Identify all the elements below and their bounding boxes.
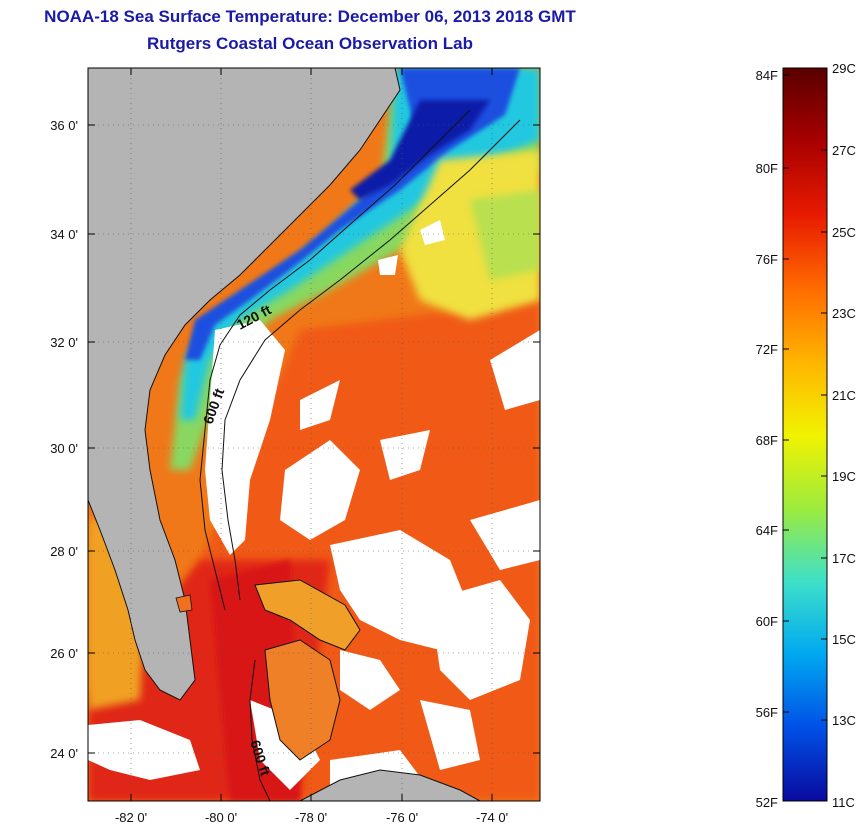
graticule [88,68,540,801]
lat-label: 26 0' [50,646,78,661]
little-bahama-bank [254,579,361,651]
contour-600ft-north [221,119,521,601]
lon-label: -82 0' [115,810,147,825]
colorbar-ticks [783,74,827,721]
tick-marks [88,68,540,801]
lat-label: 28 0' [50,544,78,559]
lon-label: -78 0' [295,810,327,825]
map-image [88,68,540,801]
map-title: NOAA-18 Sea Surface Temperature: Decembe… [44,7,576,26]
contour-600ft-south [249,659,271,801]
colorbar-label-c: 13C [832,713,856,728]
colorbar-label-f: 56F [756,705,778,720]
colorbar-label-c: 17C [832,551,856,566]
lat-label: 36 0' [50,118,78,133]
lon-label: -74 0' [476,810,508,825]
map-frame [87,67,541,802]
colorbar-label-c: 23C [832,306,856,321]
contour-120ft [199,109,471,611]
lat-label: 32 0' [50,335,78,350]
great-bahama-bank [264,639,341,761]
colorbar-label-f: 64F [756,523,778,538]
colorbar-label-c: 15C [832,632,856,647]
lake-okeechobee [175,594,193,613]
lat-label: 30 0' [50,441,78,456]
colorbar-label-f: 52F [756,795,778,810]
colorbar-label-f: 76F [756,252,778,267]
cuba-coast [299,769,481,801]
colorbar: 84F 80F 76F 72F 68F 64F 60F 56F 52F 29C … [756,61,856,810]
lat-label: 24 0' [50,746,78,761]
colorbar-label-c: 11C [832,795,855,810]
colorbar-gradient [782,67,828,802]
colorbar-label-c: 19C [832,469,856,484]
colorbar-label-c: 27C [832,143,856,158]
lon-label: -76 0' [386,810,418,825]
colorbar-label-f: 80F [756,161,778,176]
colorbar-label-c: 21C [832,388,856,403]
colorbar-label-f: 60F [756,614,778,629]
colorbar-label-f: 72F [756,342,778,357]
land-mass [88,68,400,700]
colorbar-label-f: 84F [756,68,778,83]
colorbar-label-c: 25C [832,225,856,240]
map-subtitle: Rutgers Coastal Ocean Observation Lab [147,34,473,53]
colorbar-label-f: 68F [756,433,778,448]
colorbar-label-c: 29C [832,61,856,76]
lat-label: 34 0' [50,227,78,242]
lon-label: -80 0' [205,810,237,825]
coastline [88,68,401,701]
